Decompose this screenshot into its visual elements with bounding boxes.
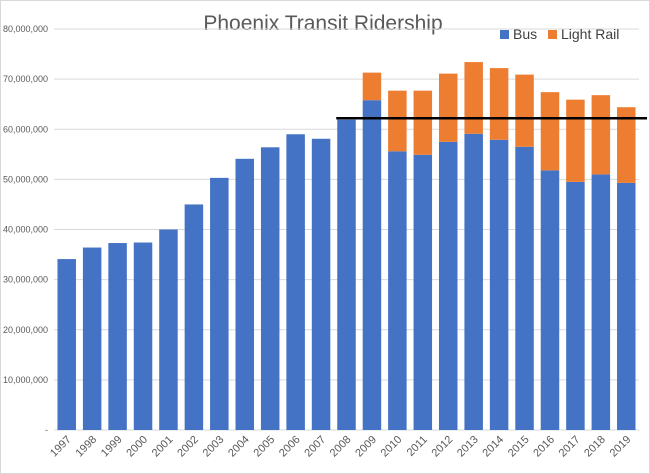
- x-tick-label: 2002: [175, 434, 201, 460]
- bar-bus-2019: [617, 182, 636, 430]
- x-tick-label: 1997: [48, 434, 74, 460]
- y-tick-label: 50,000,000: [3, 174, 48, 184]
- x-tick-label: 2013: [455, 434, 481, 460]
- y-tick-label: -: [45, 425, 48, 435]
- bar-light-rail-2015: [515, 74, 534, 147]
- x-tick-label: 2015: [506, 434, 532, 460]
- x-tick-label: 2008: [328, 434, 354, 460]
- legend-label-light-rail: Light Rail: [561, 26, 619, 42]
- x-tick-label: 2003: [201, 434, 227, 460]
- x-tick-label: 2005: [252, 434, 278, 460]
- bar-bus-2016: [540, 170, 560, 431]
- bar-bus-1999: [108, 243, 127, 430]
- y-tick-label: 10,000,000: [3, 375, 48, 385]
- bars: [57, 62, 636, 431]
- bar-light-rail-2016: [540, 92, 560, 171]
- y-tick-label: 30,000,000: [3, 275, 48, 285]
- bar-bus-2001: [159, 229, 178, 430]
- x-tick-label: 2014: [480, 434, 506, 460]
- y-tick-label: 60,000,000: [3, 124, 48, 134]
- bar-bus-2004: [235, 158, 255, 431]
- bar-bus-1997: [57, 259, 76, 430]
- legend-label-bus: Bus: [513, 26, 537, 42]
- y-tick-label: 80,000,000: [3, 24, 48, 34]
- bar-bus-2000: [133, 242, 153, 430]
- bar-bus-2003: [210, 177, 229, 430]
- bar-light-rail-2013: [464, 62, 483, 134]
- x-tick-label: 2000: [124, 434, 150, 460]
- y-tick-label: 70,000,000: [3, 74, 48, 84]
- bar-bus-2010: [388, 151, 407, 430]
- x-tick-label: 2001: [150, 434, 176, 460]
- x-tick-label: 2018: [582, 434, 608, 460]
- legend-swatch-bus: [500, 30, 509, 39]
- x-axis: 1997 1998 1999 2000 2001 2002 2003 2004 2005 2006…: [48, 434, 633, 460]
- bar-bus-2007: [311, 138, 331, 430]
- bar-light-rail-2009: [362, 72, 382, 101]
- x-tick-label: 1998: [73, 434, 99, 460]
- x-tick-label: 2009: [353, 434, 379, 460]
- bar-bus-1998: [82, 247, 102, 430]
- bar-light-rail-2010: [388, 90, 407, 152]
- bar-bus-2005: [260, 147, 280, 431]
- bar-bus-2011: [413, 154, 433, 430]
- bar-light-rail-2019: [617, 107, 636, 183]
- bar-bus-2002: [184, 204, 204, 430]
- y-tick-label: 20,000,000: [3, 325, 48, 335]
- bar-bus-2009: [362, 100, 382, 431]
- x-tick-label: 2006: [277, 434, 303, 460]
- x-tick-label: 2017: [557, 434, 583, 460]
- bar-bus-2013: [464, 133, 483, 431]
- x-tick-label: 2012: [430, 434, 456, 460]
- bar-bus-2014: [489, 139, 509, 430]
- legend-swatch-light-rail: [548, 30, 557, 39]
- bar-bus-2008: [337, 119, 356, 430]
- x-tick-label: 2011: [405, 434, 430, 459]
- x-tick-label: 2004: [226, 434, 252, 460]
- y-tick-label: 40,000,000: [3, 225, 48, 235]
- x-tick-label: 2010: [379, 434, 405, 460]
- y-axis: - 10,000,000 20,000,000 30,000,000 40,000,00…: [3, 24, 48, 435]
- x-tick-label: 1999: [99, 434, 125, 460]
- legend: Bus Light Rail: [500, 26, 619, 42]
- x-tick-label: 2016: [531, 434, 557, 460]
- chart-title: Phoenix Transit Ridership: [203, 12, 442, 35]
- bar-light-rail-2012: [438, 73, 458, 142]
- x-tick-label: 2007: [302, 434, 328, 460]
- bar-bus-2015: [515, 146, 534, 430]
- bar-light-rail-2014: [489, 68, 509, 140]
- bar-light-rail-2011: [413, 90, 433, 155]
- bar-bus-2012: [438, 141, 458, 430]
- bar-bus-2006: [286, 134, 305, 430]
- bar-light-rail-2018: [591, 95, 611, 175]
- bar-light-rail-2017: [566, 99, 585, 182]
- bar-bus-2018: [591, 174, 611, 430]
- bar-bus-2017: [566, 181, 585, 430]
- x-tick-label: 2019: [608, 434, 634, 460]
